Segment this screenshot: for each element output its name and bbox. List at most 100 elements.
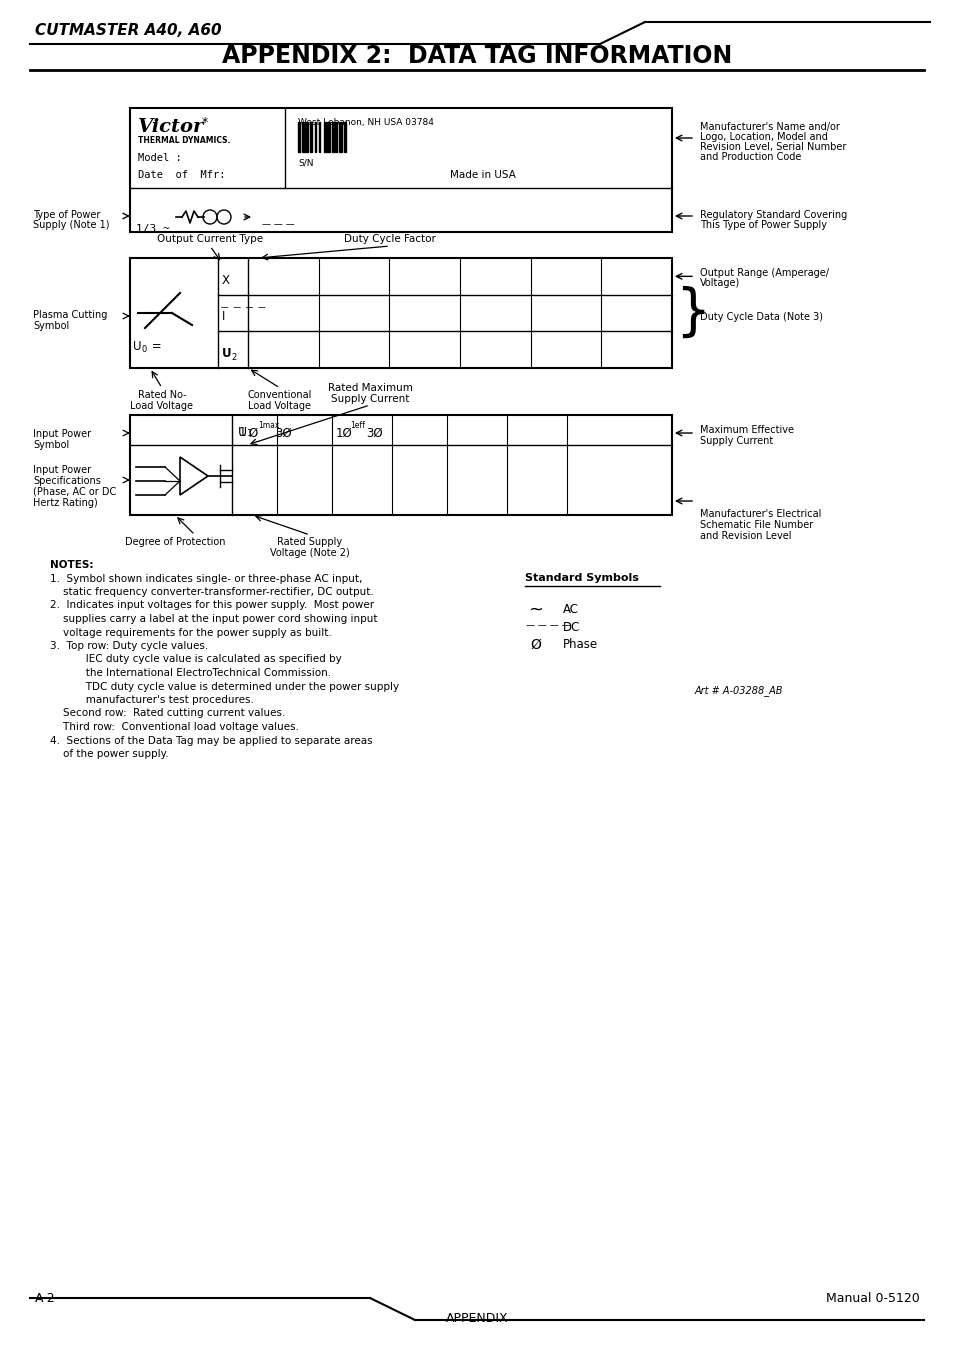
Text: A-2: A-2 — [35, 1292, 55, 1305]
Text: *: * — [202, 116, 208, 130]
Text: 1max: 1max — [257, 420, 279, 429]
Text: Load Voltage: Load Voltage — [131, 401, 193, 410]
Text: Standard Symbols: Standard Symbols — [524, 572, 639, 583]
Text: X: X — [222, 274, 230, 286]
Text: This Type of Power Supply: This Type of Power Supply — [700, 220, 826, 230]
Text: Phase: Phase — [562, 639, 598, 651]
Text: Input Power: Input Power — [33, 464, 91, 475]
Text: Plasma Cutting: Plasma Cutting — [33, 310, 108, 320]
Bar — [130, 108, 671, 232]
Text: Supply Current: Supply Current — [700, 436, 773, 446]
Text: Load Voltage: Load Voltage — [248, 401, 312, 410]
Text: NOTES:: NOTES: — [50, 560, 93, 570]
Text: 1eff: 1eff — [350, 420, 364, 429]
Text: 4.  Sections of the Data Tag may be applied to separate areas: 4. Sections of the Data Tag may be appli… — [50, 736, 373, 745]
Bar — [318, 122, 319, 153]
Text: S/N: S/N — [297, 158, 314, 167]
Text: and Production Code: and Production Code — [700, 153, 801, 162]
Text: — — — —: — — — — — [525, 621, 570, 630]
Bar — [297, 122, 299, 153]
Text: Manufacturer's Name and/or: Manufacturer's Name and/or — [700, 122, 839, 132]
Text: CUTMASTER A40, A60: CUTMASTER A40, A60 — [35, 23, 221, 38]
Text: 1.  Symbol shown indicates single- or three-phase AC input,: 1. Symbol shown indicates single- or thr… — [50, 574, 362, 583]
Text: Output Range (Amperage/: Output Range (Amperage/ — [700, 269, 828, 278]
Text: Manual 0-5120: Manual 0-5120 — [825, 1292, 919, 1305]
Text: 1: 1 — [239, 427, 246, 440]
Text: ~: ~ — [527, 601, 542, 620]
Text: Duty Cycle Factor: Duty Cycle Factor — [344, 234, 436, 244]
Text: Logo, Location, Model and: Logo, Location, Model and — [700, 132, 827, 142]
Text: Specifications: Specifications — [33, 477, 101, 486]
Text: Voltage): Voltage) — [700, 278, 740, 289]
Text: Regulatory Standard Covering: Regulatory Standard Covering — [700, 211, 846, 220]
Text: U: U — [132, 340, 141, 352]
Bar — [335, 122, 337, 153]
Text: Hertz Rating): Hertz Rating) — [33, 498, 97, 508]
Text: DC: DC — [562, 621, 579, 634]
Text: Supply Current: Supply Current — [331, 394, 409, 404]
Text: Symbol: Symbol — [33, 440, 70, 450]
Bar — [310, 122, 312, 153]
Text: Rated Maximum: Rated Maximum — [327, 383, 412, 393]
Bar — [323, 122, 325, 153]
Bar — [306, 122, 308, 153]
Text: I: I — [222, 310, 225, 324]
Text: 3Ø: 3Ø — [274, 427, 292, 440]
Text: Revision Level, Serial Number: Revision Level, Serial Number — [700, 142, 845, 153]
Text: APPENDIX 2:  DATA TAG INFORMATION: APPENDIX 2: DATA TAG INFORMATION — [222, 45, 731, 68]
Text: Ø: Ø — [530, 639, 540, 652]
Bar — [332, 122, 334, 153]
Text: and Revision Level: and Revision Level — [700, 531, 791, 541]
Bar — [301, 122, 304, 153]
Text: supplies carry a label at the input power cord showing input: supplies carry a label at the input powe… — [50, 614, 377, 624]
Text: manufacturer's test procedures.: manufacturer's test procedures. — [50, 695, 253, 705]
Text: Type of Power: Type of Power — [33, 211, 100, 220]
Text: Duty Cycle Data (Note 3): Duty Cycle Data (Note 3) — [700, 312, 822, 323]
Text: Symbol: Symbol — [33, 321, 70, 331]
Text: TDC duty cycle value is determined under the power supply: TDC duty cycle value is determined under… — [50, 682, 398, 691]
Bar — [130, 414, 671, 514]
Text: the International ElectroTechnical Commission.: the International ElectroTechnical Commi… — [50, 668, 331, 678]
Text: (Phase, AC or DC: (Phase, AC or DC — [33, 487, 116, 497]
Text: 1Ø: 1Ø — [335, 427, 353, 440]
Text: Victor: Victor — [138, 117, 204, 136]
Text: IEC duty cycle value is calculated as specified by: IEC duty cycle value is calculated as sp… — [50, 655, 341, 664]
Text: Model :: Model : — [138, 153, 182, 163]
Text: Date  of  Mfr:: Date of Mfr: — [138, 170, 225, 180]
Text: 3.  Top row: Duty cycle values.: 3. Top row: Duty cycle values. — [50, 641, 208, 651]
Text: Degree of Protection: Degree of Protection — [125, 537, 225, 547]
Text: Art # A-03288_AB: Art # A-03288_AB — [695, 684, 782, 695]
Text: =: = — [148, 340, 161, 352]
Text: — — —: — — — — [262, 220, 294, 230]
Text: static frequency converter-transformer-rectifier, DC output.: static frequency converter-transformer-r… — [50, 587, 374, 597]
Text: THERMAL DYNAMICS.: THERMAL DYNAMICS. — [138, 136, 230, 144]
Bar — [343, 122, 345, 153]
Bar — [130, 258, 671, 369]
Text: 2.  Indicates input voltages for this power supply.  Most power: 2. Indicates input voltages for this pow… — [50, 601, 374, 610]
Text: 1: 1 — [247, 428, 253, 437]
Bar — [327, 122, 330, 153]
Text: Manufacturer's Electrical: Manufacturer's Electrical — [700, 509, 821, 518]
Bar — [338, 122, 341, 153]
Text: Second row:  Rated cutting current values.: Second row: Rated cutting current values… — [50, 709, 285, 718]
Text: 2: 2 — [231, 354, 236, 362]
Text: APPENDIX: APPENDIX — [445, 1312, 508, 1324]
Text: 1/3 ~: 1/3 ~ — [136, 224, 170, 234]
Text: Conventional: Conventional — [248, 390, 312, 400]
Text: Output Current Type: Output Current Type — [157, 234, 263, 244]
Text: of the power supply.: of the power supply. — [50, 749, 169, 759]
Text: Supply (Note 1): Supply (Note 1) — [33, 220, 110, 230]
Text: Made in USA: Made in USA — [450, 170, 516, 180]
Text: AC: AC — [562, 603, 578, 616]
Text: U: U — [237, 427, 247, 440]
Text: Maximum Effective: Maximum Effective — [700, 425, 793, 435]
Text: Rated Supply: Rated Supply — [277, 537, 342, 547]
Text: }: } — [675, 286, 709, 340]
Text: Schematic File Number: Schematic File Number — [700, 520, 812, 531]
Bar — [315, 122, 316, 153]
Bar — [248, 258, 671, 369]
Text: —  —  —  —: — — — — — [221, 302, 266, 312]
Text: Voltage (Note 2): Voltage (Note 2) — [270, 548, 350, 558]
Text: Input Power: Input Power — [33, 429, 91, 439]
Text: Third row:  Conventional load voltage values.: Third row: Conventional load voltage val… — [50, 722, 298, 732]
